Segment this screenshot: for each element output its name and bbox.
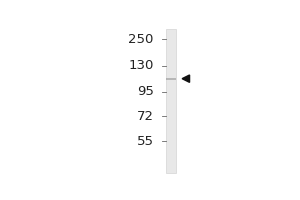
Text: 72: 72: [137, 110, 154, 123]
Bar: [166, 29, 176, 173]
Text: 130: 130: [128, 59, 154, 72]
Polygon shape: [182, 75, 190, 82]
Text: 95: 95: [137, 85, 154, 98]
Text: 55: 55: [137, 135, 154, 148]
Bar: [166, 78, 176, 80]
Text: 250: 250: [128, 33, 154, 46]
